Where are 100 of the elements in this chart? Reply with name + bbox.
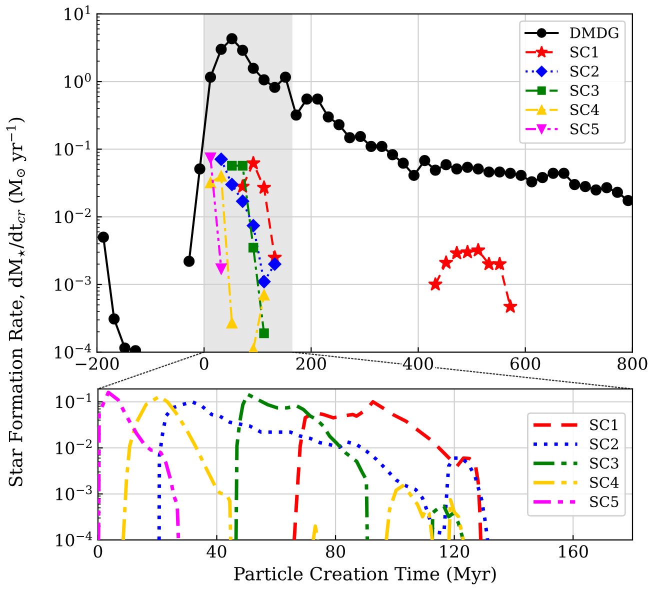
legend-label: SC5: [570, 123, 599, 134]
legend-label: SC3: [570, 84, 599, 96]
point: [366, 140, 377, 152]
x-tick-label: 600: [510, 357, 540, 370]
legend-label: SC1: [570, 46, 598, 58]
point: [580, 181, 591, 192]
x-tick-label: 800: [618, 357, 648, 370]
legend-label: SC4: [570, 104, 600, 116]
legend-label: SC1: [590, 419, 618, 430]
y-tick-label: 10$^{0}$: [64, 73, 91, 88]
point: [536, 172, 548, 184]
point: [226, 33, 238, 44]
point: [440, 159, 452, 170]
point: [248, 242, 258, 253]
point: [204, 72, 216, 83]
point: [227, 160, 237, 171]
point: [237, 44, 248, 56]
point: [451, 163, 462, 175]
y-tick-label: 10$^{−4}$: [55, 344, 92, 359]
point: [376, 140, 388, 152]
point: [214, 152, 228, 166]
point: [259, 328, 269, 338]
legend-label: SC2: [590, 438, 618, 450]
legend-label: SC2: [570, 66, 598, 77]
text: Star Formation Rate, dM$_{⋆}$/dt$_{cr}$ (M$_{⊙}$ yr$^{−1}$): [6, 118, 26, 486]
point: [354, 130, 366, 142]
point: [268, 258, 282, 271]
point: [257, 275, 271, 288]
point: [119, 342, 130, 352]
point: [503, 299, 518, 313]
point: [246, 219, 260, 232]
legend-label: SC5: [590, 496, 618, 508]
y-tick-label: 10$^{−1}$: [56, 393, 91, 408]
y-tick-label: 10$^{1}$: [64, 5, 90, 20]
point: [450, 246, 464, 260]
point: [622, 195, 632, 206]
point: [398, 158, 409, 169]
point: [460, 244, 475, 259]
x-axis-title: Particle Creation Time (Myr): [234, 566, 496, 584]
point: [333, 119, 345, 130]
x-tick-label: 160: [559, 545, 588, 558]
point: [516, 170, 527, 181]
point: [258, 74, 270, 86]
point: [462, 162, 474, 173]
point: [494, 166, 506, 178]
x-tick-label: 80: [326, 545, 346, 558]
x-tick-label: 400: [402, 357, 434, 370]
point: [290, 109, 302, 121]
point: [258, 289, 270, 301]
legend-label: SC3: [590, 458, 618, 469]
point: [204, 152, 216, 164]
point: [590, 184, 602, 196]
point: [108, 313, 120, 324]
point: [248, 62, 259, 74]
point: [470, 242, 486, 257]
point: [548, 168, 559, 179]
line-series: [292, 400, 482, 540]
point: [601, 182, 612, 194]
legend-label: DMDG: [570, 27, 618, 38]
point: [98, 232, 109, 243]
point: [194, 163, 206, 175]
point: [225, 178, 238, 192]
point: [301, 94, 312, 105]
point: [204, 177, 216, 188]
x-tick-label: 40: [206, 545, 226, 558]
point: [184, 256, 195, 267]
point: [256, 180, 272, 194]
point: [472, 163, 484, 175]
point: [269, 82, 280, 93]
x-tick-label: 200: [296, 357, 326, 370]
y-tick-label: 10$^{−3}$: [56, 485, 92, 500]
point: [226, 317, 238, 329]
y-tick-label: 10$^{−4}$: [56, 531, 92, 546]
point: [312, 94, 324, 105]
legend-label: SC4: [590, 476, 619, 488]
point: [430, 164, 441, 176]
x-tick-label: 120: [440, 545, 470, 558]
line-series: [157, 400, 490, 540]
y-tick-label: 10$^{−3}$: [55, 276, 91, 291]
point: [216, 263, 227, 274]
point: [526, 176, 538, 188]
point: [408, 170, 420, 181]
point: [558, 168, 570, 179]
point: [386, 149, 398, 160]
x-tick-label: 0: [94, 545, 102, 558]
point: [483, 166, 494, 178]
point: [438, 255, 454, 269]
point: [482, 256, 496, 270]
point: [344, 132, 356, 144]
point: [428, 276, 443, 291]
point: [492, 256, 507, 270]
x-tick-label: −200: [76, 357, 119, 370]
point: [216, 44, 227, 55]
point: [612, 186, 623, 198]
point: [280, 72, 292, 83]
y-tick-label: 10$^{−2}$: [55, 208, 91, 224]
line-series: [98, 390, 180, 540]
y-tick-label: 10$^{−1}$: [55, 140, 90, 156]
point: [216, 170, 227, 182]
point: [322, 111, 334, 122]
